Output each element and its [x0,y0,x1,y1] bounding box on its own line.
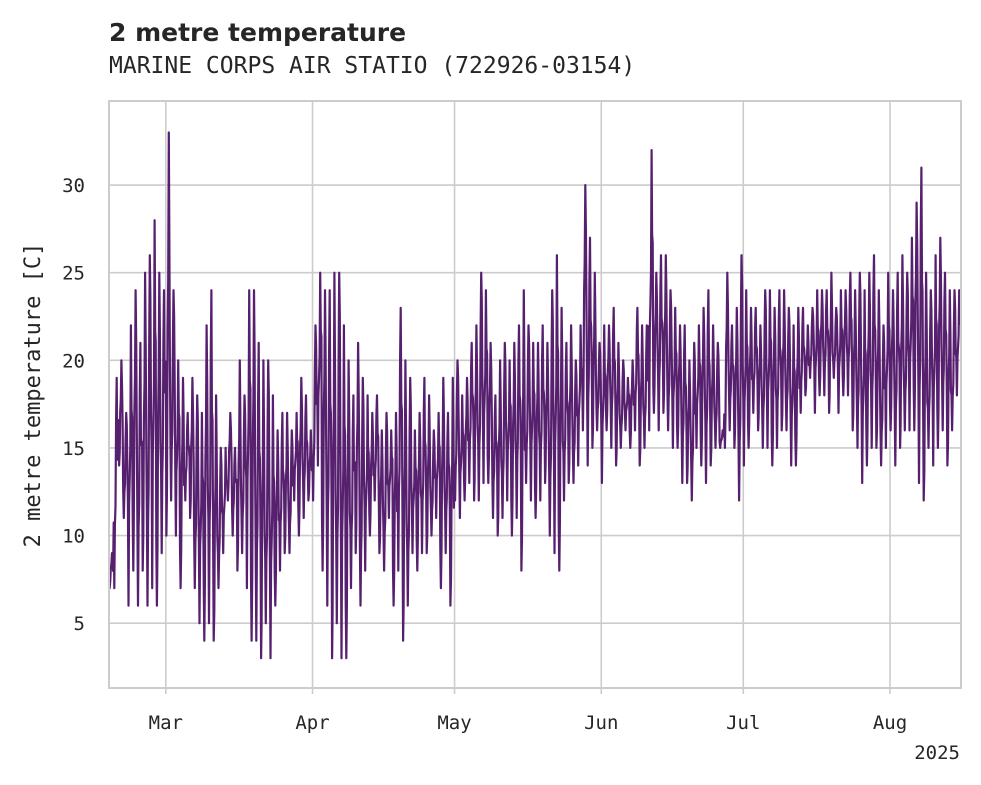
x-tick-label: Jun [584,712,618,734]
y-tick-label: 15 [62,438,85,460]
x-tick-label: Jul [726,712,760,734]
x-tick-label: Aug [873,712,907,734]
y-axis-label: 2 metre temperature [C] [21,243,46,548]
x-axis-year-label: 2025 [914,742,960,764]
plot-area [107,131,962,660]
y-tick-label: 5 [74,613,85,635]
chart-title: 2 metre temperature [109,18,406,47]
x-tick-label: Apr [295,712,329,734]
y-tick-label: 25 [62,263,85,285]
y-tick-label: 20 [62,350,85,372]
temperature-series-line [107,131,962,660]
x-tick-label: May [437,712,471,734]
y-axis-ticks: 5 10 15 20 25 30 [62,175,85,635]
x-axis-ticks: Mar Apr May Jun Jul Aug [149,688,907,734]
plot-frame [108,100,962,689]
chart-subtitle: MARINE CORPS AIR STATIO (722926-03154) [109,53,635,79]
y-tick-label: 30 [62,175,85,197]
y-tick-label: 10 [62,526,85,548]
x-tick-label: Mar [149,712,183,734]
